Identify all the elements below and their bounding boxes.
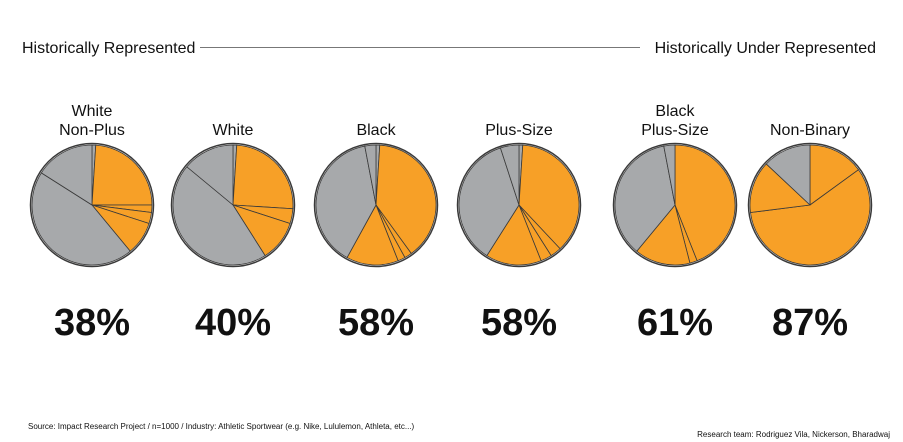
historically-under-represented-label: Historically Under Represented [654,40,876,57]
pie-slice-orange [375,144,437,254]
pie-slice-gray [31,172,131,266]
pie-slice-orange [518,144,580,250]
pie-slice-orange [232,144,294,210]
pie-slice-orange [750,169,871,266]
pie-column-non-binary: Non-Binary [737,92,883,268]
pie-slice-orange [91,144,153,206]
pie-column-black: Black [303,92,449,268]
pie-title: Black Plus-Size [641,103,709,139]
source-note: Source: Impact Research Project / n=1000… [28,422,415,431]
pie-title: Plus-Size [485,122,553,139]
pie-slice-gray [364,144,377,206]
pie-chart-white [170,142,296,268]
pie-slice-gray [315,145,377,258]
pie-title: Black [356,122,396,139]
pie-slice-orange [486,204,542,266]
pie-title: White Non-Plus [59,103,125,139]
pie-slice-orange [346,204,399,266]
pie-slice-gray [172,166,266,266]
pie-chart-white-non-plus [29,142,155,268]
percent-label: 38% [53,302,131,344]
pie-column-white-non-plus: White Non-Plus [19,92,165,268]
pie-title: Non-Binary [769,122,851,139]
pie-slice-orange [809,144,859,206]
pie-column-plus-size: Plus-Size [446,92,592,268]
percent-label: 40% [194,302,272,344]
pie-chart-black [313,142,439,268]
pie-chart-black-plus-size [612,142,738,268]
pie-slice-gray [458,147,520,257]
pie-column-white: White [160,92,306,268]
representation-axis-line [200,47,640,48]
pie-slice-orange [636,204,691,266]
historically-represented-label: Historically Represented [22,40,196,57]
pie-column-black-plus-size: Black Plus-Size [602,92,748,268]
pie-slice-gray [500,144,520,206]
percent-label: 58% [480,302,558,344]
pie-slice-gray [186,144,234,206]
pie-chart-plus-size [456,142,582,268]
pie-slice-orange [749,163,811,213]
pie-title: White [212,122,254,139]
pie-slice-gray [663,144,676,206]
percent-label: 58% [337,302,415,344]
pie-slice-gray [40,144,93,206]
percent-label: 87% [771,302,849,344]
pie-slice-gray [765,144,811,206]
percent-label: 61% [636,302,714,344]
pie-chart-non-binary [747,142,873,268]
research-team-note: Research team: Rodriguez Vila, Nickerson… [697,430,890,439]
pie-slice-orange [674,144,736,262]
pie-slice-gray [614,145,676,252]
